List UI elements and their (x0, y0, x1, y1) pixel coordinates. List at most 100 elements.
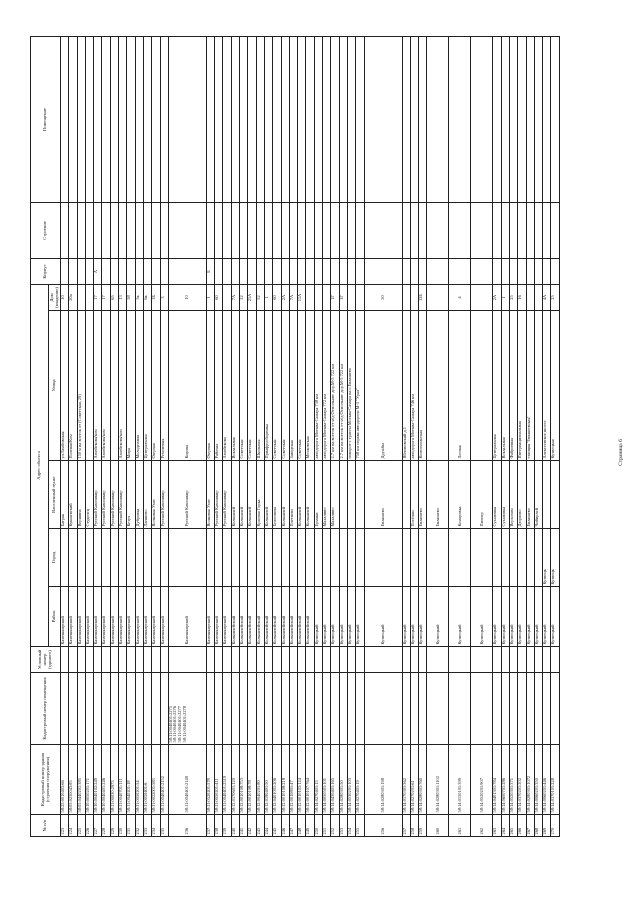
cell-stroenie (256, 202, 265, 259)
cell-kadnum-room (272, 672, 282, 745)
cell-dom: 25 (509, 284, 518, 311)
cell-cond-num (272, 646, 282, 673)
cell-punkt: Русский Камешкир (101, 460, 111, 529)
table-row: 244 58:12:0190401:50 Колышлейский Колышлей П… (264, 36, 273, 837)
cell-ulitsa: Рабочая (214, 310, 223, 461)
cell-rayon: Кузнецкий (355, 586, 364, 647)
cell-dom: 60 (214, 284, 223, 311)
cell-cond-num (126, 646, 136, 673)
cell-kadnum-room (509, 672, 518, 745)
cell-stroenie (143, 202, 152, 259)
cell-gorod (85, 528, 94, 587)
cell-gorod (297, 528, 306, 587)
cell-ulitsa: Полевая/Ком (68, 310, 78, 461)
cell-cond-num (534, 646, 543, 673)
cell-num: 235 (160, 814, 169, 837)
cell-num: 261 (448, 814, 471, 837)
page-number: Страница 6 (618, 439, 624, 466)
cell-kadnum-building: 58:11:0050401:6 (143, 744, 152, 815)
cell-rayon: Камешкирский (93, 586, 102, 647)
cell-ulitsa: Азизбекова/ком (118, 310, 127, 461)
cell-gorod (339, 528, 348, 587)
cell-punkt: Евлашево (526, 460, 535, 529)
cell-kadnum-building: 58:11:0520201:578 (206, 744, 215, 815)
cell-punkt: Плетнево (289, 460, 298, 529)
cell-num: 259 (418, 814, 427, 837)
cell-punkt: Евлашево (418, 460, 427, 529)
cell-stroenie (402, 202, 411, 259)
cell-dom: 2А (281, 284, 290, 311)
cell-kadnum-room (418, 672, 427, 745)
cell-stroenie (110, 202, 119, 259)
cell-ulitsa: Яблоновский д.1 (402, 310, 411, 461)
cell-rayon: Колышлейский (231, 586, 240, 647)
cell-gorod (143, 528, 152, 587)
cell-kadnum-building: 58:12:0040201:80 (256, 744, 265, 815)
cell-stroenie (501, 202, 510, 259)
cell-ulitsa: Вокзальная (501, 310, 510, 461)
cell-ulitsa (85, 310, 94, 461)
cell-ulitsa: Московская (305, 310, 315, 461)
cell-kadnum-building: 58:11:0040701:111 (118, 744, 127, 815)
cell-ulitsa: Комсомольская (418, 310, 427, 461)
cell-gorod (426, 528, 449, 587)
cell-gorod (77, 528, 86, 587)
table-row: 234 58:11:0022001:583 Камешкирский Волковая… (151, 36, 161, 837)
cell-stroenie (418, 202, 427, 259)
cell-korpus (256, 258, 265, 285)
cell-ulitsa: автодорога Москва-Самара 746 км (410, 310, 419, 461)
cell-gorod (314, 528, 323, 587)
cell-kadnum-building: 58:14:0270201:61 (410, 744, 419, 815)
table-row: 250 58:14:0270401:15 Кузнецкий Ермаки автодо… (314, 36, 323, 837)
cell-dom (347, 284, 356, 311)
cell-punkt: Русский Камешкир (214, 460, 223, 529)
cell-ulitsa: Азизбекова/ком (93, 310, 102, 461)
cell-num: 239 (222, 814, 232, 837)
cell-kadnum-room (256, 672, 265, 745)
cell-pomeshchenie (281, 36, 290, 203)
cell-korpus (297, 258, 306, 285)
cell-pomeshchenie (426, 36, 449, 203)
cell-korpus (281, 258, 290, 285)
cell-dom: 5к (135, 284, 144, 311)
cell-pomeshchenie (151, 36, 161, 203)
cell-stroenie (355, 202, 364, 259)
cell-pomeshchenie (501, 36, 510, 203)
cell-kadnum-room (550, 672, 560, 745)
cell-cond-num (160, 646, 169, 673)
cell-stroenie (492, 202, 502, 259)
cell-stroenie (272, 202, 282, 259)
cell-ulitsa: 758 км справа автодороги М-5 "Урал" (355, 310, 364, 461)
cell-cond-num (501, 646, 510, 673)
cell-gorod (135, 528, 144, 587)
cell-kadnum-room (339, 672, 348, 745)
cell-cond-num (93, 646, 102, 673)
cell-ulitsa: Центральная (143, 310, 152, 461)
cell-stroenie (151, 202, 161, 259)
cell-korpus (118, 258, 127, 285)
cell-num: 231 (126, 814, 136, 837)
cell-kadnum-room (364, 672, 402, 745)
cell-dom: 50 (364, 284, 402, 311)
cell-gorod (470, 528, 493, 587)
cell-punkt: Комаровка (448, 460, 471, 529)
cell-korpus (550, 258, 560, 285)
cell-gorod (289, 528, 298, 587)
cell-cond-num (77, 646, 86, 673)
cell-dom: 1 (206, 284, 215, 311)
cell-kadnum-room (85, 672, 94, 745)
cell-gorod (160, 528, 169, 587)
cell-stroenie (534, 202, 543, 259)
cell-korpus (470, 258, 493, 285)
cell-pomeshchenie (526, 36, 535, 203)
cell-num: 262 (470, 814, 493, 837)
cell-kadnum-room (402, 672, 411, 745)
cell-gorod (355, 528, 364, 587)
cell-cond-num (118, 646, 127, 673)
cell-pomeshchenie (93, 36, 102, 203)
cell-cond-num (231, 646, 240, 673)
cell-cond-num (347, 646, 356, 673)
header-kadnum-building: Кадастровый номер здания (строения соору… (30, 744, 61, 815)
cell-korpus (110, 258, 119, 285)
cell-punkt: Дюрлово (517, 460, 527, 529)
